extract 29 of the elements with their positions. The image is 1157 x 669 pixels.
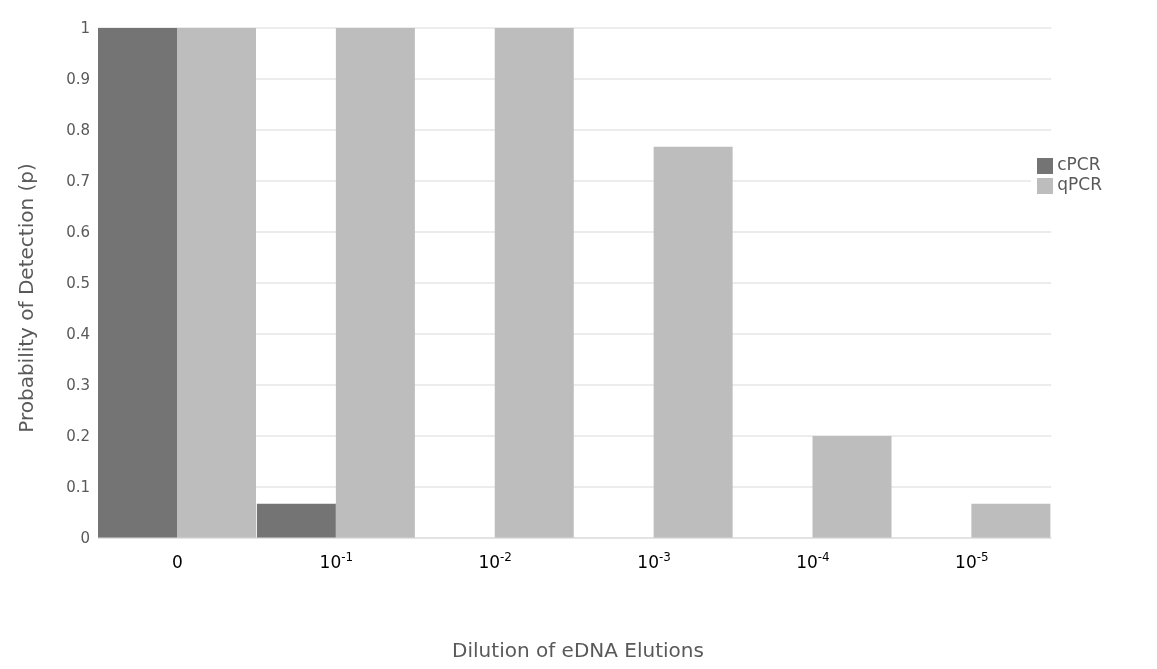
x-tick-label: 10$^{-1}$: [319, 550, 354, 572]
x-tick-label: 10$^{-4}$: [796, 550, 830, 572]
x-tick-label: 10$^{-2}$: [478, 550, 512, 572]
bar: [971, 503, 1051, 538]
x-axis-title: Dilution of eDNA Elutions: [451, 638, 705, 662]
bar: [256, 503, 336, 538]
x-tick-label: 10$^{-3}$: [637, 550, 671, 572]
y-tick-label: 0.3: [66, 376, 90, 395]
x-tick-label: 0: [172, 552, 183, 572]
y-tick-label: 0.2: [66, 427, 90, 446]
bar: [494, 28, 574, 538]
y-tick-label: 0.6: [66, 223, 90, 242]
y-tick-label: 0.5: [66, 274, 90, 293]
y-tick-label: 0.8: [66, 121, 90, 140]
x-tick-label: 10$^{-5}$: [955, 550, 989, 572]
legend-label: cPCR: [1057, 154, 1101, 174]
bar: [335, 28, 415, 538]
y-tick-label: 0.1: [66, 478, 90, 497]
y-tick-label: 1: [80, 19, 90, 38]
bar: [812, 436, 892, 538]
y-axis-title: Probability of Detection (p): [14, 163, 38, 433]
y-tick-label: 0.4: [66, 325, 90, 344]
y-tick-label: 0.9: [66, 70, 90, 89]
bar: [653, 146, 733, 538]
bar: [177, 28, 256, 538]
y-tick-label: 0: [80, 529, 90, 548]
bar: [98, 28, 177, 538]
y-tick-label: 0.7: [66, 172, 90, 191]
legend-label: qPCR: [1057, 174, 1102, 194]
